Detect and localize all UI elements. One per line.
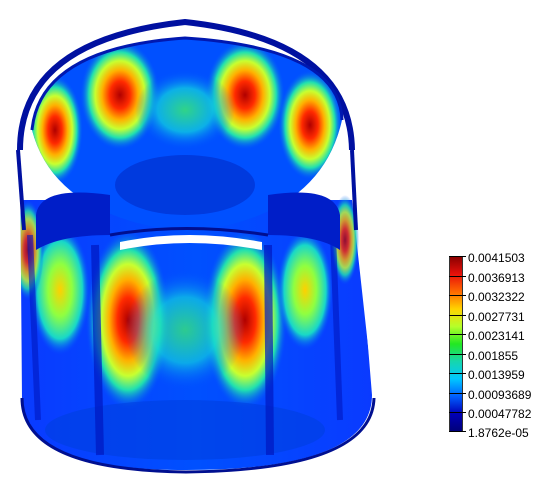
colorbar-tick [449, 412, 466, 413]
colorbar-tick [449, 314, 466, 316]
colorbar-label: 1.8762e-05 [468, 426, 529, 440]
cylinder-outer-shell [20, 195, 372, 470]
colorbar-gradient [449, 256, 463, 432]
colorbar-tick [449, 275, 466, 277]
cylinder-bottom-edge [20, 397, 376, 474]
cylinder-top-rim [17, 18, 355, 151]
colorbar-tick [449, 334, 466, 335]
colorbar-label: 0.0027731 [468, 309, 525, 324]
colorbar-label: 0.001855 [468, 348, 519, 363]
colorbar-tick [449, 431, 466, 432]
colorbar-label: 0.0023141 [468, 329, 525, 343]
color-legend: 0.0041503 0.0036913 0.0032322 0.0027731 … [449, 252, 549, 440]
colorbar-label: 0.0041503 [468, 251, 525, 265]
colorbar-label: 0.00093689 [468, 387, 532, 402]
colorbar-tick [449, 392, 466, 394]
colorbar-label: 0.0032322 [468, 290, 525, 304]
colorbar-tick [449, 256, 466, 257]
colorbar-tick [449, 353, 466, 355]
colorbar-label: 0.0013959 [468, 368, 525, 382]
colorbar-label: 0.0036913 [468, 270, 525, 285]
internal-ring-stiffener [36, 192, 110, 250]
colorbar-tick [449, 373, 466, 374]
colorbar-tick [449, 295, 466, 296]
colorbar-label: 0.00047782 [468, 407, 532, 421]
